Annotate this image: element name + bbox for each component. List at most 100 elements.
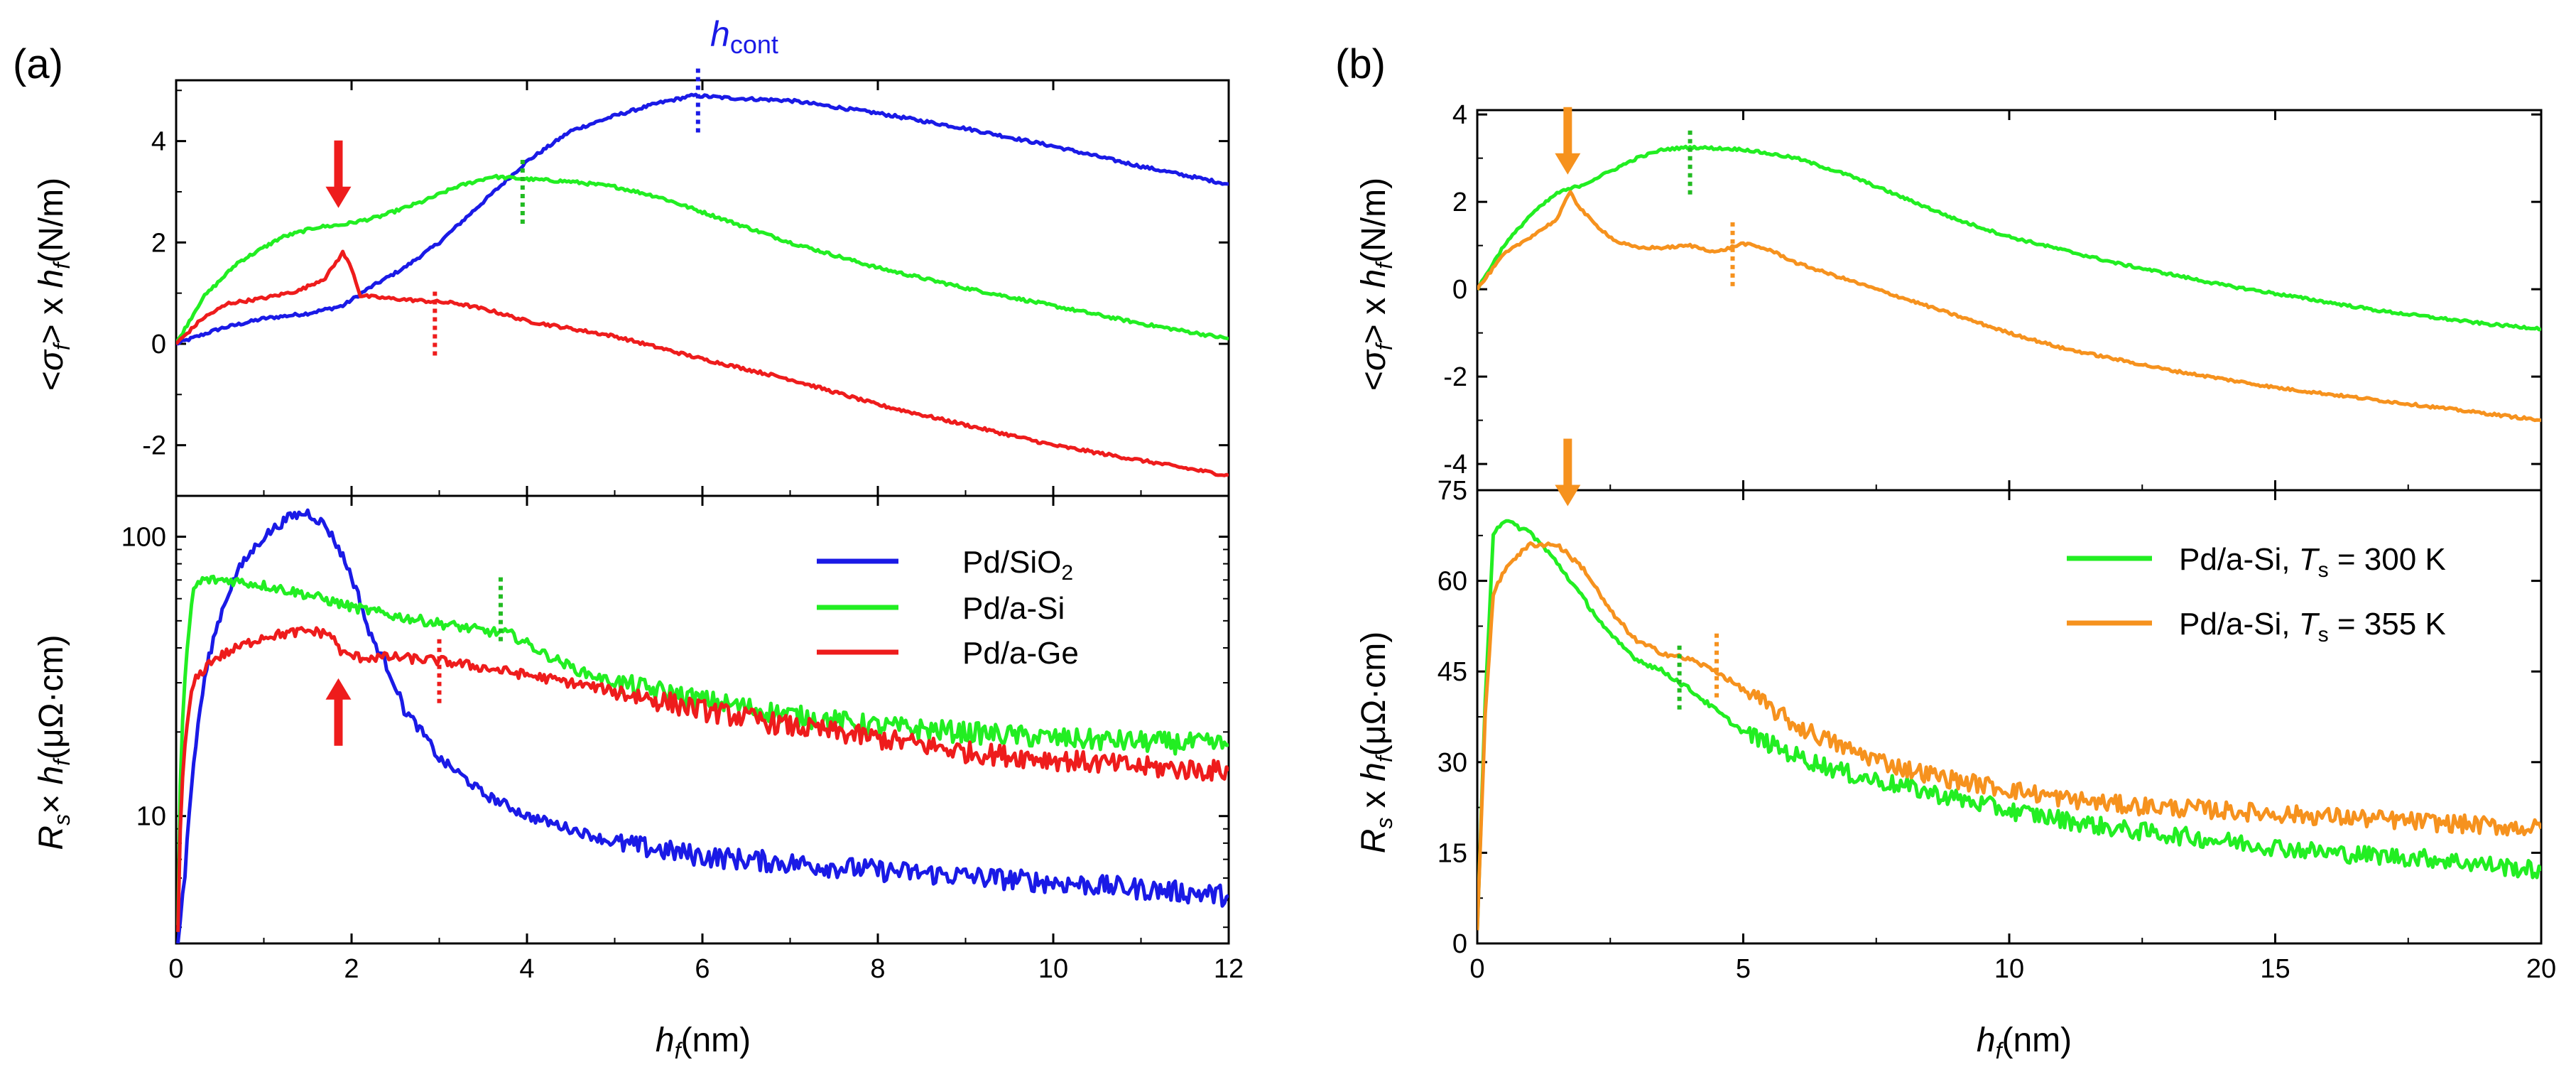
svg-text:<σf> x hf(N/m): <σf> x hf(N/m) bbox=[33, 178, 75, 391]
series-line-1-1 bbox=[176, 574, 1229, 926]
xtick-label-1-2: 4 bbox=[519, 954, 534, 984]
ytick-label-2-0: -4 bbox=[1443, 450, 1467, 480]
ytick-label-3-0: 0 bbox=[1452, 929, 1467, 959]
ylabel-b-top-sigma: σ bbox=[1355, 349, 1393, 371]
legend-a-sio2-base: Pd/SiO bbox=[962, 545, 1061, 580]
ytick-label-0-3: 4 bbox=[151, 127, 166, 157]
ytick-label-0-1: 0 bbox=[151, 330, 166, 359]
xtick-label-3-3: 15 bbox=[2260, 954, 2290, 984]
xtick-label-1-5: 10 bbox=[1038, 954, 1068, 984]
ytick-label-0-2: 2 bbox=[151, 228, 166, 258]
xtick-label-1-3: 6 bbox=[695, 954, 710, 984]
xlabel-b: hf(nm) bbox=[1977, 1022, 2072, 1064]
legend-b: Pd/a-Si, Ts = 300 K Pd/a-Si, Ts = 355 K bbox=[2067, 542, 2446, 646]
ylabel-a-top-sigma: σ bbox=[33, 349, 70, 371]
panel-b-bottom: 0 5 10 15 20 0 15 30 45 60 75 bbox=[1438, 438, 2556, 984]
svg-text:Rs x hf(μΩ·cm): Rs x hf(μΩ·cm) bbox=[1355, 632, 1397, 853]
legend-b-300-post: = 300 K bbox=[2329, 542, 2446, 577]
hcont-h: h bbox=[710, 14, 730, 54]
panel-label-b: (b) bbox=[1335, 41, 1386, 87]
ylabel-b-bottom: Rs x hf(μΩ·cm) bbox=[1355, 632, 1397, 853]
ytick-label-2-4: 4 bbox=[1452, 100, 1467, 130]
ylabel-b-top-mid: > x bbox=[1355, 288, 1393, 344]
panel-b-top: -4 -2 0 2 4 bbox=[1443, 100, 2543, 492]
legend-b-label-355: Pd/a-Si, Ts = 355 K bbox=[2179, 607, 2446, 646]
legend-a-sio2-sub: 2 bbox=[1061, 561, 1073, 585]
ytick-label-1-0: 10 bbox=[136, 802, 166, 832]
ylabel-a-bot-R: R bbox=[33, 826, 70, 850]
legend-b-300-s: s bbox=[2318, 558, 2329, 582]
legend-b-label-300: Pd/a-Si, Ts = 300 K bbox=[2179, 542, 2446, 582]
legend-a-label-sio2: Pd/SiO2 bbox=[962, 545, 1073, 585]
ytick-label-3-2: 30 bbox=[1438, 748, 1467, 778]
series-line-0-0 bbox=[176, 92, 1229, 346]
xlabel-a-unit: (nm) bbox=[680, 1022, 751, 1059]
ylabel-a-top-unit: (N/m) bbox=[33, 178, 70, 263]
ylabel-b-bot-R: R bbox=[1355, 829, 1393, 854]
ytick-label-2-3: 2 bbox=[1452, 188, 1467, 217]
ylabel-a-bot-times: × bbox=[33, 785, 70, 814]
xtick-label-1-6: 12 bbox=[1214, 954, 1244, 984]
legend-b-355-post: = 355 K bbox=[2329, 607, 2446, 642]
legend-a: Pd/SiO2 Pd/a-Si Pd/a-Ge bbox=[817, 545, 1079, 671]
ylabel-b-top-unit: (N/m) bbox=[1355, 178, 1393, 263]
ylabel-b-top-h: h bbox=[1355, 269, 1393, 288]
ylabel-a-bot-h: h bbox=[33, 766, 70, 785]
ylabel-a-bottom: Rs× hf(μΩ·cm) bbox=[33, 634, 75, 850]
ylabel-b-bot-h: h bbox=[1355, 762, 1393, 781]
ylabel-b-top-lt: < bbox=[1355, 371, 1393, 391]
ytick-label-2-2: 0 bbox=[1452, 275, 1467, 305]
ylabel-b-bot-unit: (μΩ·cm) bbox=[1355, 632, 1393, 756]
ylabel-a-top-lt: < bbox=[33, 371, 70, 391]
legend-a-label-asi: Pd/a-Si bbox=[962, 591, 1065, 626]
xlabel-b-unit: (nm) bbox=[2001, 1022, 2072, 1059]
ytick-label-2-1: -2 bbox=[1443, 362, 1467, 392]
series-line-2-0 bbox=[1477, 144, 2541, 332]
arrow-0-1 bbox=[325, 140, 352, 208]
series-line-3-0 bbox=[1477, 519, 2541, 929]
ytick-label-3-3: 45 bbox=[1438, 657, 1467, 687]
ylabel-b-bot-times: x bbox=[1355, 781, 1393, 818]
ylabel-a-top-h: h bbox=[33, 269, 70, 288]
hcont-annotation: hcont bbox=[710, 14, 778, 59]
hcont-sub: cont bbox=[730, 30, 778, 59]
legend-b-355-T: T bbox=[2299, 607, 2320, 642]
svg-text:Rs× hf(μΩ·cm): Rs× hf(μΩ·cm) bbox=[33, 634, 75, 850]
ylabel-b-top: <σf> x hf(N/m) bbox=[1355, 178, 1397, 391]
legend-b-355-pre: Pd/a-Si, bbox=[2179, 607, 2299, 642]
plot-frame-0 bbox=[175, 79, 1230, 497]
ytick-label-3-1: 15 bbox=[1438, 838, 1467, 868]
panel-label-a: (a) bbox=[13, 41, 63, 87]
arrow-2-0 bbox=[1555, 107, 1581, 175]
ytick-label-0-0: -2 bbox=[142, 431, 166, 461]
xtick-label-1-0: 0 bbox=[168, 954, 183, 984]
legend-b-355-s: s bbox=[2318, 623, 2329, 646]
xtick-label-3-2: 10 bbox=[1994, 954, 2024, 984]
xlabel-a-h: h bbox=[656, 1022, 675, 1059]
arrow-1-0 bbox=[325, 678, 352, 746]
xlabel-b-h: h bbox=[1977, 1022, 1996, 1059]
ylabel-a-bot-s: s bbox=[49, 814, 75, 826]
series-line-3-1 bbox=[1477, 541, 2541, 931]
ytick-label-3-5: 75 bbox=[1438, 476, 1467, 506]
series-line-1-0 bbox=[176, 508, 1229, 943]
xtick-label-3-4: 20 bbox=[2526, 954, 2556, 984]
legend-a-label-age: Pd/a-Ge bbox=[962, 636, 1079, 671]
series-line-0-1 bbox=[176, 173, 1229, 345]
panel-a-top: -2 0 2 4 bbox=[142, 68, 1230, 497]
legend-b-300-pre: Pd/a-Si, bbox=[2179, 542, 2299, 577]
series-line-1-2 bbox=[176, 626, 1229, 932]
xtick-label-1-1: 2 bbox=[344, 954, 359, 984]
xlabel-a: hf(nm) bbox=[656, 1022, 751, 1064]
ylabel-a-top: <σf> x hf(N/m) bbox=[33, 178, 75, 391]
ytick-label-3-4: 60 bbox=[1438, 567, 1467, 597]
panel-a-bottom: 0 2 4 6 8 10 12 10 100 bbox=[121, 494, 1244, 984]
ytick-label-1-1: 100 bbox=[121, 522, 166, 552]
arrow-3-0 bbox=[1555, 438, 1581, 507]
plot-frame-2 bbox=[1476, 109, 2543, 492]
xtick-label-1-4: 8 bbox=[870, 954, 885, 984]
ylabel-a-top-mid: > x bbox=[33, 288, 70, 344]
series-line-2-1 bbox=[1477, 190, 2541, 423]
ylabel-b-bot-s: s bbox=[1371, 818, 1397, 829]
